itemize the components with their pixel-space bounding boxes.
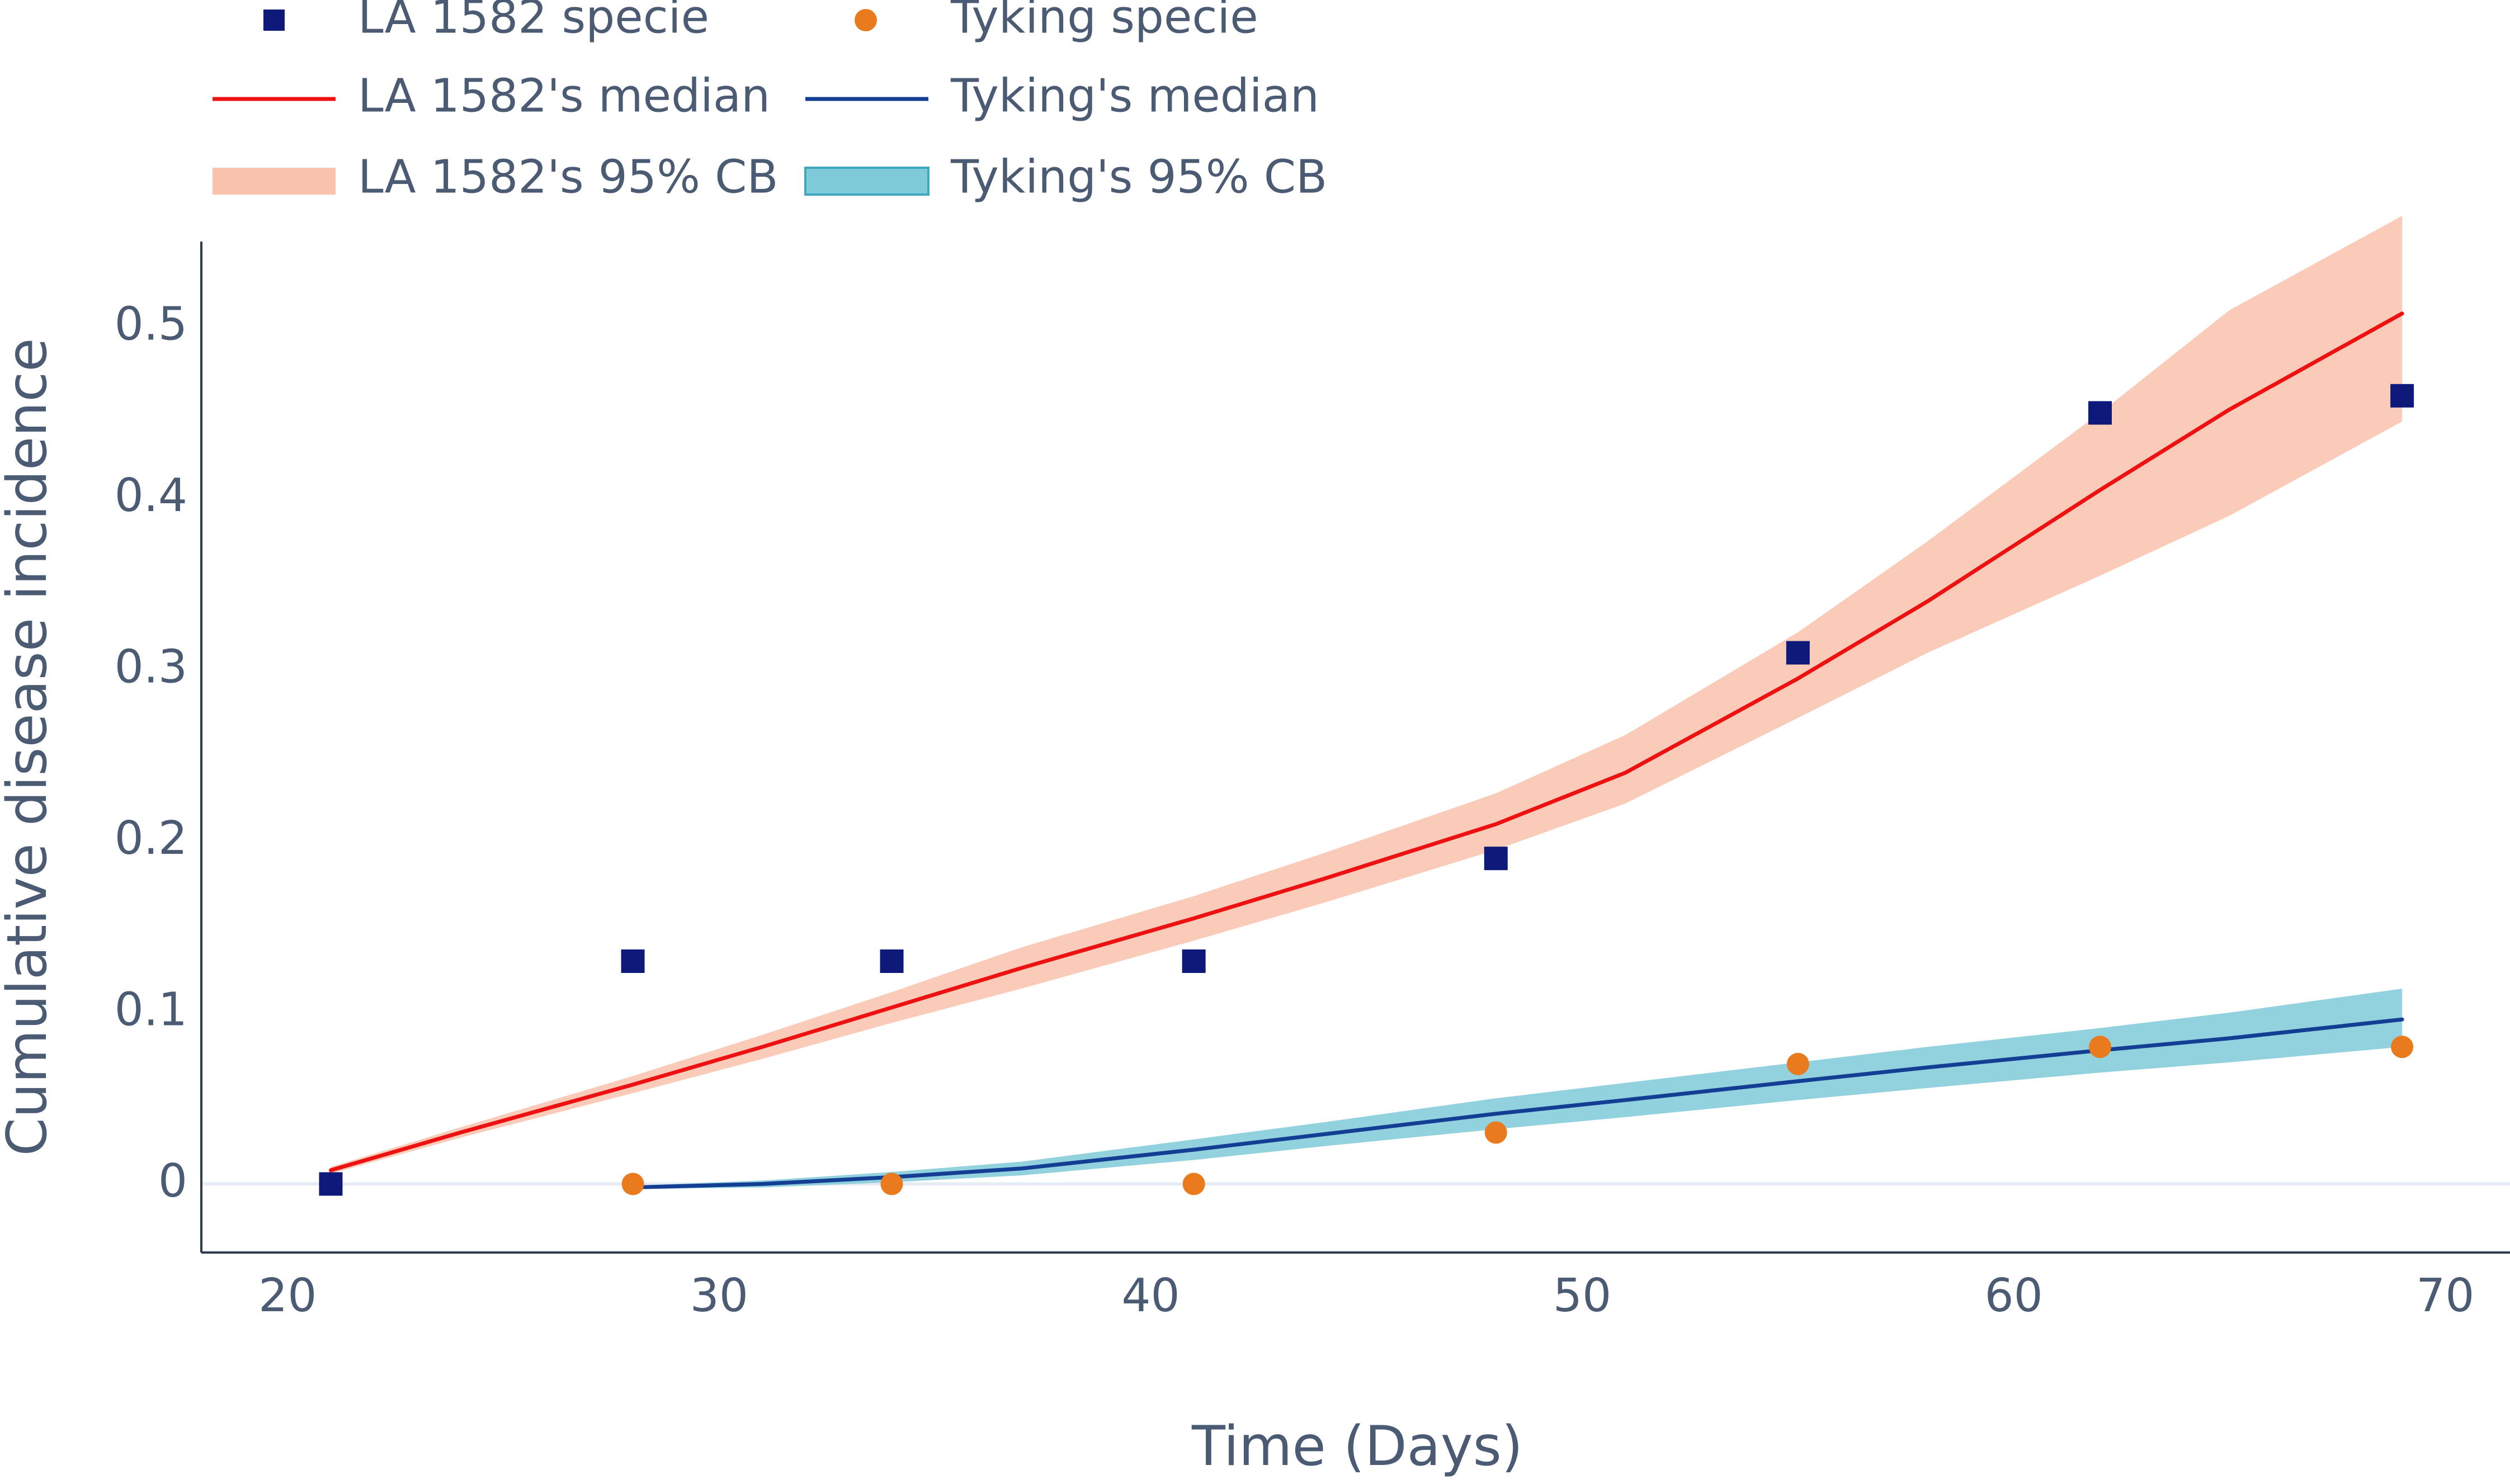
- legend-label: Tyking specie: [950, 0, 1258, 44]
- y-tick-label: 0: [158, 1155, 187, 1208]
- legend-item-la-points[interactable]: LA 1582 specie: [263, 0, 709, 44]
- legend-circle-marker: [855, 9, 877, 31]
- data-point-circle[interactable]: [1484, 1121, 1507, 1144]
- data-point-square[interactable]: [2088, 401, 2112, 425]
- data-point-circle[interactable]: [1786, 1052, 1809, 1075]
- x-tick-label: 60: [1985, 1269, 2043, 1322]
- x-axis-title: Time (Days): [1191, 1415, 1523, 1478]
- legend-square-marker: [263, 10, 285, 31]
- x-tick-label: 40: [1121, 1269, 1179, 1322]
- data-point-square[interactable]: [1786, 641, 1810, 665]
- data-point-circle[interactable]: [621, 1173, 644, 1195]
- plot-area: [201, 216, 2510, 1196]
- x-tick-label: 30: [690, 1269, 748, 1322]
- legend-band-swatch: [804, 167, 930, 196]
- y-tick-label: 0.4: [115, 469, 187, 522]
- data-point-square[interactable]: [621, 949, 645, 973]
- legend-label: Tyking's median: [950, 69, 1319, 122]
- legend-label: LA 1582's median: [358, 69, 770, 122]
- legend-item-tyking-band[interactable]: Tyking's 95% CB: [804, 150, 1327, 204]
- y-tick-label: 0.3: [115, 641, 187, 694]
- legend-item-la-median[interactable]: LA 1582's median: [213, 69, 770, 122]
- legend-item-la-band[interactable]: LA 1582's 95% CB: [213, 150, 779, 204]
- data-point-circle[interactable]: [1182, 1173, 1205, 1195]
- legend-item-tyking-median[interactable]: Tyking's median: [805, 69, 1319, 122]
- legend-label: Tyking's 95% CB: [950, 150, 1327, 204]
- y-tick-label: 0.5: [115, 298, 187, 351]
- data-point-square[interactable]: [880, 949, 904, 973]
- y-axis-title: Cumulative disease incidence: [0, 338, 59, 1156]
- median-line: [329, 311, 2404, 1173]
- data-point-circle[interactable]: [880, 1173, 903, 1195]
- data-point-square[interactable]: [1182, 949, 1206, 973]
- data-point-circle[interactable]: [2391, 1036, 2414, 1058]
- legend-item-tyking-points[interactable]: Tyking specie: [855, 0, 1258, 44]
- y-tick-label: 0.2: [115, 812, 187, 865]
- y-tick-labels: 0 0.1 0.2 0.3 0.4 0.5: [115, 298, 187, 1208]
- legend-label: LA 1582's 95% CB: [358, 150, 779, 204]
- data-point-square[interactable]: [1484, 847, 1508, 871]
- y-tick-label: 0.1: [115, 983, 187, 1036]
- x-tick-labels: 20 30 40 50 60 70: [258, 1269, 2474, 1322]
- legend-band-swatch: [213, 168, 336, 195]
- data-point-square[interactable]: [319, 1172, 343, 1196]
- x-tick-label: 70: [2416, 1269, 2474, 1322]
- data-point-circle[interactable]: [2088, 1036, 2111, 1058]
- x-tick-label: 50: [1553, 1269, 1611, 1322]
- data-point-square[interactable]: [2390, 384, 2414, 408]
- legend-label: LA 1582 specie: [358, 0, 709, 44]
- x-tick-label: 20: [258, 1269, 317, 1322]
- legend: LA 1582 specie Tyking specie LA 1582's m…: [213, 0, 1327, 204]
